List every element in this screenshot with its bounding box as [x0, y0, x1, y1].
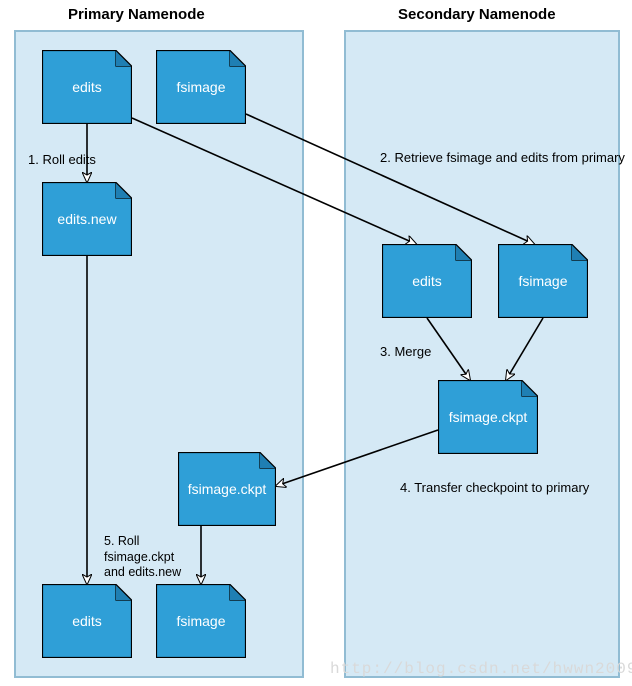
file-s_edits: edits: [382, 244, 472, 318]
file-p_edits_top-label: edits: [72, 79, 102, 95]
file-s_fsimage: fsimage: [498, 244, 588, 318]
file-p_edits_new: edits.new: [42, 182, 132, 256]
file-p_fsimage_top: fsimage: [156, 50, 246, 124]
title-primary: Primary Namenode: [68, 6, 205, 23]
step-2-label: 2. Retrieve fsimage and edits from prima…: [380, 150, 625, 165]
step-1-label: 1. Roll edits: [28, 152, 96, 167]
file-s_fsimage_ckpt-label: fsimage.ckpt: [449, 409, 528, 425]
file-p_fsimage_bottom-label: fsimage: [176, 613, 225, 629]
step-5-label: 5. Rollfsimage.ckptand edits.new: [104, 534, 181, 581]
file-s_edits-label: edits: [412, 273, 442, 289]
file-p_fsimage_ckpt-label: fsimage.ckpt: [188, 481, 267, 497]
file-s_fsimage-label: fsimage: [518, 273, 567, 289]
file-p_fsimage_top-label: fsimage: [176, 79, 225, 95]
file-p_edits_bottom: edits: [42, 584, 132, 658]
file-s_fsimage_ckpt: fsimage.ckpt: [438, 380, 538, 454]
file-p_fsimage_bottom: fsimage: [156, 584, 246, 658]
file-p_edits_bottom-label: edits: [72, 613, 102, 629]
watermark: http://blog.csdn.net/hwwn2009: [330, 660, 632, 678]
title-secondary: Secondary Namenode: [398, 6, 556, 23]
file-p_fsimage_ckpt: fsimage.ckpt: [178, 452, 276, 526]
file-p_edits_new-label: edits.new: [57, 211, 116, 227]
file-p_edits_top: edits: [42, 50, 132, 124]
step-3-label: 3. Merge: [380, 344, 431, 359]
step-4-label: 4. Transfer checkpoint to primary: [400, 480, 589, 495]
